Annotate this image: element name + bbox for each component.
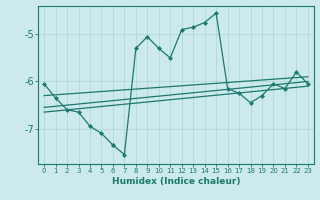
X-axis label: Humidex (Indice chaleur): Humidex (Indice chaleur) xyxy=(112,177,240,186)
